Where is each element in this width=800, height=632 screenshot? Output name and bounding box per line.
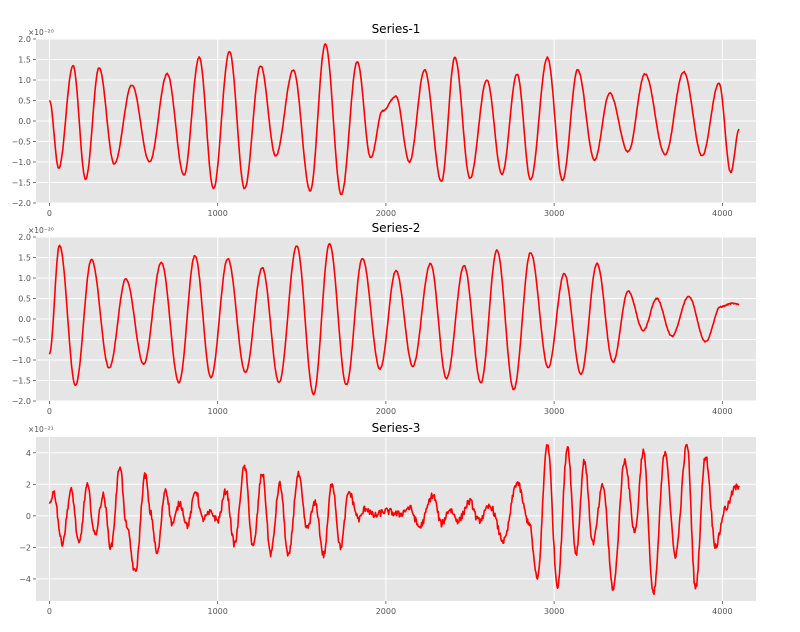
y-tick-label: 2.0	[18, 35, 31, 44]
x-tick-label: 0	[47, 407, 52, 416]
y-tick-label: 2.0	[18, 233, 31, 242]
chart-title: Series-1	[372, 22, 421, 36]
y-tick-label: 1.5	[18, 254, 31, 263]
x-tick-label: 1000	[208, 407, 228, 416]
y-tick-label: −1.5	[12, 377, 31, 386]
y-tick-label: −4	[19, 575, 31, 584]
subplot-1: 0 1000 2000 3000 4000 −2.0 −1.5 −1.0 −0.5 0.0 0.5 1…	[12, 22, 756, 218]
y-tick-label: −1.0	[12, 356, 31, 365]
y-tick-label: −1.5	[12, 179, 31, 188]
axis-offset-text: ×10⁻²⁰	[28, 226, 54, 235]
x-tick-label: 4000	[712, 607, 732, 616]
series-line	[48, 43, 740, 196]
x-tick-label: 2000	[376, 209, 396, 218]
series-line	[48, 242, 740, 396]
y-tick-label: −2.0	[12, 199, 31, 208]
chart-title: Series-2	[372, 221, 421, 235]
x-tick-label: 4000	[712, 209, 732, 218]
x-tick-label: 2000	[376, 407, 396, 416]
y-tick-label: 0	[26, 512, 31, 521]
y-tick-label: 0.5	[18, 97, 31, 106]
series-line	[48, 443, 740, 596]
x-tick-label: 1000	[208, 209, 228, 218]
y-tick-label: 4	[26, 449, 31, 458]
subplot-2: 0 1000 2000 3000 4000 −2.0 −1.5 −1.0 −0.5 0.0 0.5 1…	[12, 221, 756, 416]
x-tick-label: 4000	[712, 407, 732, 416]
plot-area	[36, 437, 756, 601]
axis-offset-text: ×10⁻²¹	[28, 425, 54, 434]
x-tick-label: 0	[47, 607, 52, 616]
y-tick-label: −2	[19, 543, 31, 552]
x-tick-label: 0	[47, 209, 52, 218]
y-tick-label: −1.0	[12, 158, 31, 167]
y-tick-label: −0.5	[12, 138, 31, 147]
y-tick-label: 0.5	[18, 295, 31, 304]
chart-title: Series-3	[372, 421, 421, 435]
y-tick-label: 1.0	[18, 274, 31, 283]
y-tick-label: 2	[26, 480, 31, 489]
subplot-3: 0 1000 2000 3000 4000 −4 −2 0 2 4 Series-3 ×10⁻²¹	[19, 421, 756, 616]
y-tick-label: −2.0	[12, 397, 31, 406]
y-tick-label: 0.0	[18, 315, 31, 324]
axis-offset-text: ×10⁻²⁰	[28, 28, 54, 37]
y-tick-label: 0.0	[18, 117, 31, 126]
x-tick-label: 1000	[208, 607, 228, 616]
x-tick-label: 3000	[544, 607, 564, 616]
x-tick-label: 2000	[376, 607, 396, 616]
y-tick-label: −0.5	[12, 336, 31, 345]
y-tick-label: 1.5	[18, 56, 31, 65]
x-tick-label: 3000	[544, 209, 564, 218]
x-tick-label: 3000	[544, 407, 564, 416]
y-tick-label: 1.0	[18, 76, 31, 85]
